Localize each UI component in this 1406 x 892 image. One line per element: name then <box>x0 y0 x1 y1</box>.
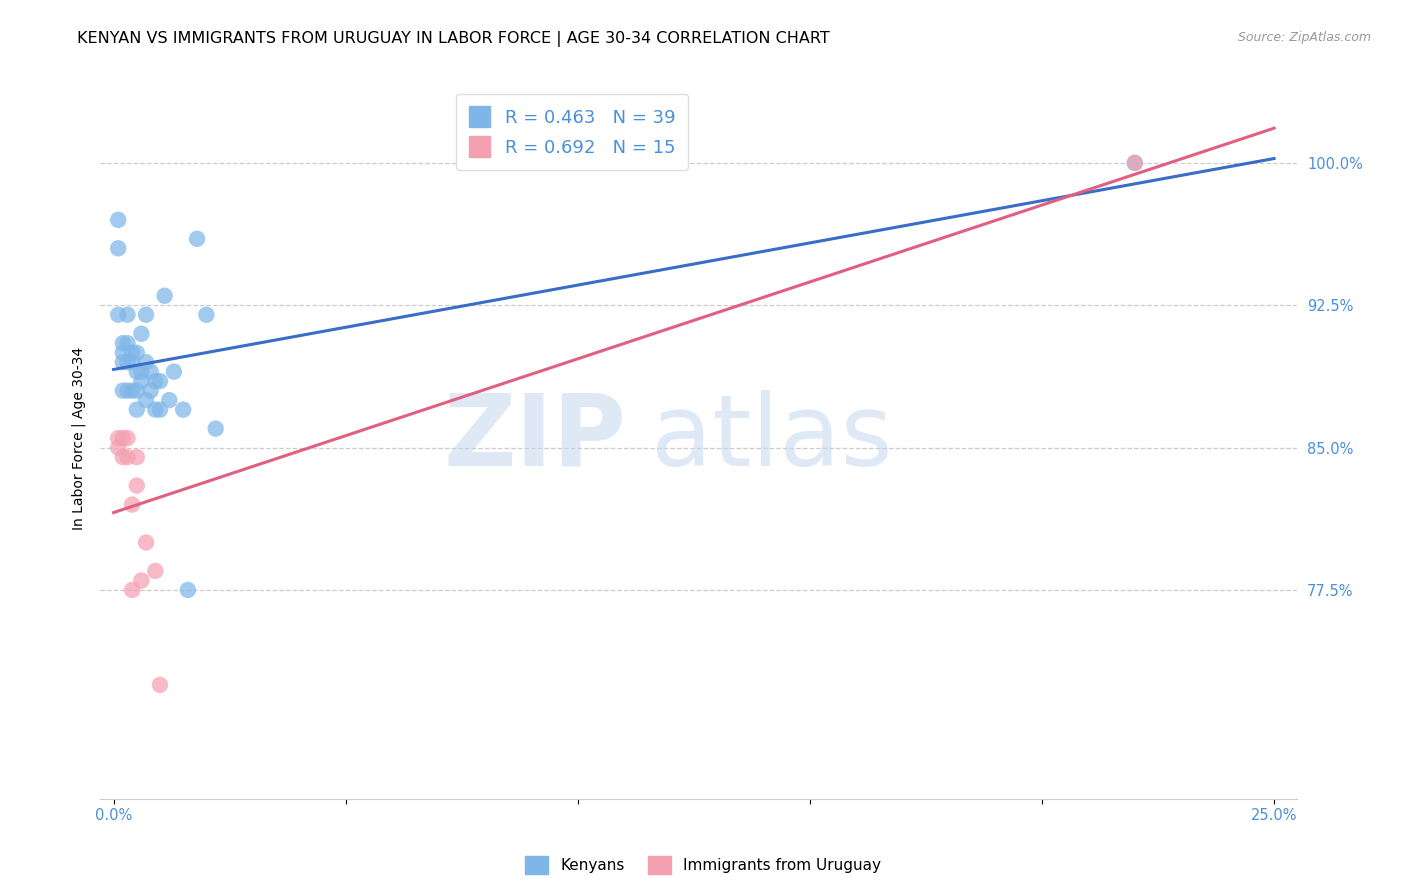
Point <box>107 308 129 322</box>
Point <box>125 384 148 398</box>
Point <box>186 232 208 246</box>
Point <box>107 441 129 455</box>
Point <box>149 678 172 692</box>
Point <box>121 498 143 512</box>
Point <box>121 384 143 398</box>
Point <box>135 355 157 369</box>
Point <box>153 289 176 303</box>
Point <box>143 402 166 417</box>
Point <box>125 402 148 417</box>
Point <box>107 431 129 445</box>
Point <box>111 345 134 359</box>
Y-axis label: In Labor Force | Age 30-34: In Labor Force | Age 30-34 <box>72 346 86 530</box>
Point <box>131 365 153 379</box>
Point <box>117 450 139 464</box>
Legend: Kenyans, Immigrants from Uruguay: Kenyans, Immigrants from Uruguay <box>519 850 887 880</box>
Point <box>172 402 194 417</box>
Point <box>131 574 153 588</box>
Point <box>125 478 148 492</box>
Point <box>177 582 200 597</box>
Point <box>139 365 162 379</box>
Point <box>121 355 143 369</box>
Point <box>204 422 226 436</box>
Point <box>143 564 166 578</box>
Point <box>1123 156 1146 170</box>
Point <box>149 402 172 417</box>
Point <box>195 308 218 322</box>
Point <box>135 308 157 322</box>
Point <box>111 431 134 445</box>
Point <box>125 450 148 464</box>
Point <box>107 212 129 227</box>
Text: ZIP: ZIP <box>444 390 627 487</box>
Point <box>125 365 148 379</box>
Point <box>163 365 186 379</box>
Point <box>111 450 134 464</box>
Point <box>121 582 143 597</box>
Point <box>157 393 180 408</box>
Point <box>135 535 157 549</box>
Point <box>117 355 139 369</box>
Point <box>117 308 139 322</box>
Point <box>135 393 157 408</box>
Point <box>111 384 134 398</box>
Point <box>121 345 143 359</box>
Point <box>131 374 153 388</box>
Text: KENYAN VS IMMIGRANTS FROM URUGUAY IN LABOR FORCE | AGE 30-34 CORRELATION CHART: KENYAN VS IMMIGRANTS FROM URUGUAY IN LAB… <box>77 31 830 47</box>
Point <box>125 345 148 359</box>
Point <box>117 384 139 398</box>
Point <box>143 374 166 388</box>
Point <box>117 431 139 445</box>
Point <box>131 326 153 341</box>
Point <box>107 241 129 255</box>
Text: atlas: atlas <box>651 390 893 487</box>
Point <box>139 384 162 398</box>
Point <box>117 336 139 351</box>
Legend: R = 0.463   N = 39, R = 0.692   N = 15: R = 0.463 N = 39, R = 0.692 N = 15 <box>456 94 688 169</box>
Point <box>149 374 172 388</box>
Text: Source: ZipAtlas.com: Source: ZipAtlas.com <box>1237 31 1371 45</box>
Point <box>1123 156 1146 170</box>
Point <box>111 355 134 369</box>
Point <box>111 336 134 351</box>
